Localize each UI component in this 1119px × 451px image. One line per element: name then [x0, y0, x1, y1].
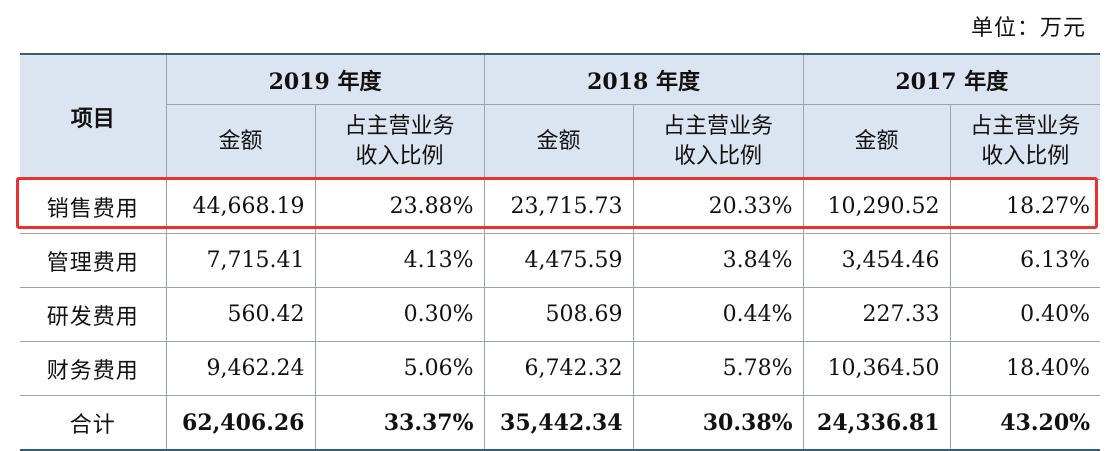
- ratio-header-line2: 收入比例: [981, 144, 1070, 169]
- ratio-cell: 3.84%: [632, 233, 804, 288]
- ratio-cell: 23.88%: [314, 179, 485, 234]
- amount-cell: 62,406.26: [165, 395, 316, 451]
- ratio-header-line1: 占主营业务: [970, 114, 1081, 139]
- ratio-header: 占主营业务 收入比例: [949, 104, 1101, 180]
- amount-cell: 9,462.24: [165, 341, 316, 396]
- amount-cell: 23,715.73: [483, 179, 634, 234]
- amount-cell: 6,742.32: [483, 341, 634, 396]
- amount-cell: 227.33: [802, 287, 951, 342]
- amount-header: 金额: [483, 104, 634, 180]
- ratio-header-line2: 收入比例: [674, 144, 763, 169]
- ratio-header-line1: 占主营业务: [344, 114, 455, 139]
- row-label: 合计: [20, 395, 167, 451]
- amount-cell: 4,475.59: [483, 233, 634, 288]
- expense-table: 项目 2019 年度 2018 年度 2017 年度 金额 占主营业务 收入比例 …: [20, 53, 1101, 451]
- amount-cell: 35,442.34: [483, 395, 634, 451]
- ratio-cell: 30.38%: [632, 395, 804, 451]
- ratio-header-line1: 占主营业务: [663, 114, 774, 139]
- ratio-cell: 33.37%: [314, 395, 485, 451]
- table-row: 管理费用 7,715.41 4.13% 4,475.59 3.84% 3,454…: [20, 233, 1101, 288]
- amount-header: 金额: [166, 104, 316, 180]
- amount-cell: 3,454.46: [802, 233, 951, 288]
- table-row: 财务费用 9,462.24 5.06% 6,742.32 5.78% 10,36…: [20, 341, 1101, 396]
- table-row: 销售费用 44,668.19 23.88% 23,715.73 20.33% 1…: [20, 179, 1101, 234]
- ratio-cell: 0.40%: [949, 287, 1101, 342]
- amount-cell: 24,336.81: [802, 395, 951, 451]
- year-header-2017: 2017 年度: [802, 53, 1101, 105]
- amount-cell: 10,290.52: [802, 179, 951, 234]
- ratio-cell: 0.30%: [314, 287, 485, 342]
- year-header-2018: 2018 年度: [483, 53, 804, 105]
- ratio-cell: 5.06%: [314, 341, 485, 396]
- ratio-header: 占主营业务 收入比例: [632, 104, 804, 180]
- ratio-header-line2: 收入比例: [355, 144, 444, 169]
- table-row: 研发费用 560.42 0.30% 508.69 0.44% 227.33 0.…: [20, 287, 1101, 342]
- row-label: 财务费用: [20, 341, 167, 396]
- ratio-cell: 18.27%: [949, 179, 1101, 234]
- ratio-cell: 43.20%: [949, 395, 1101, 451]
- amount-cell: 508.69: [483, 287, 634, 342]
- ratio-cell: 4.13%: [314, 233, 485, 288]
- amount-cell: 560.42: [165, 287, 316, 342]
- amount-cell: 44,668.19: [165, 179, 316, 234]
- ratio-cell: 5.78%: [632, 341, 804, 396]
- amount-cell: 7,715.41: [165, 233, 316, 288]
- ratio-cell: 18.40%: [949, 341, 1101, 396]
- row-label: 研发费用: [20, 287, 167, 342]
- ratio-cell: 0.44%: [632, 287, 804, 342]
- row-label: 管理费用: [20, 233, 167, 288]
- ratio-header: 占主营业务 收入比例: [314, 104, 485, 180]
- total-row: 合计 62,406.26 33.37% 35,442.34 30.38% 24,…: [20, 395, 1101, 451]
- row-label: 销售费用: [20, 179, 167, 234]
- item-header: 项目: [20, 53, 167, 180]
- ratio-cell: 6.13%: [949, 233, 1101, 288]
- amount-header: 金额: [802, 104, 951, 180]
- amount-cell: 10,364.50: [802, 341, 951, 396]
- year-header-2019: 2019 年度: [165, 53, 485, 105]
- ratio-cell: 20.33%: [632, 179, 804, 234]
- unit-label: 单位：万元: [970, 16, 1086, 41]
